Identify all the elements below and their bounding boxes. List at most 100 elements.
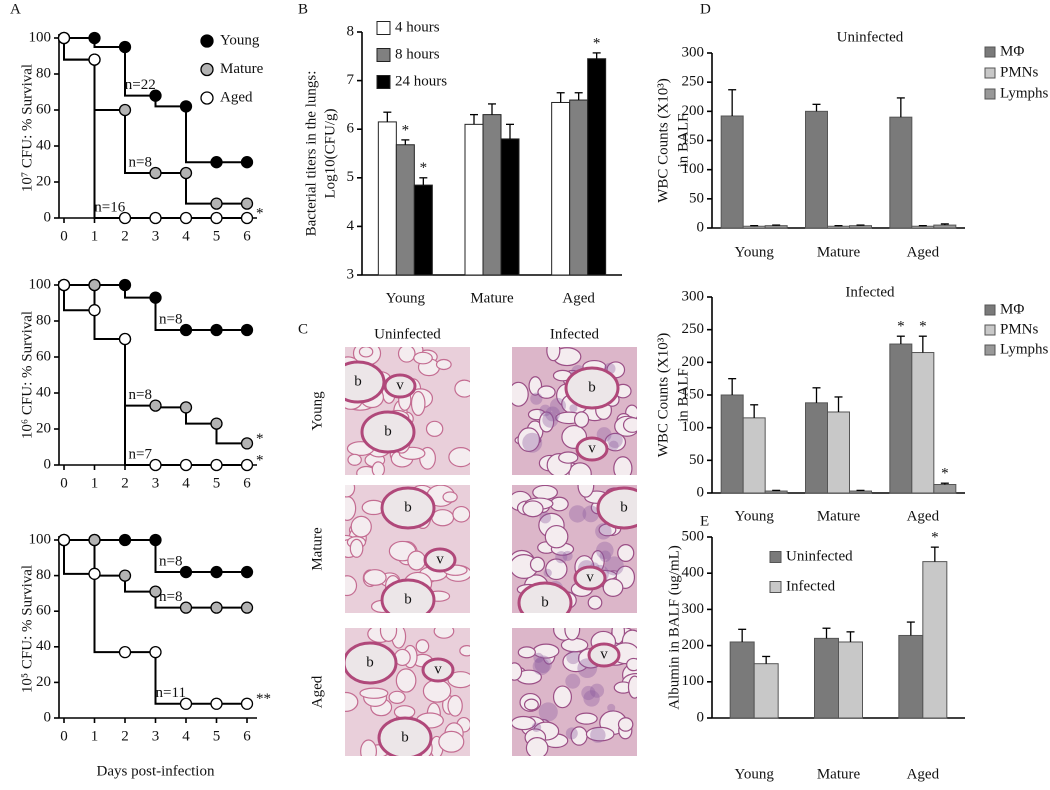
alveolus: [512, 381, 529, 407]
survival-marker: [118, 645, 132, 659]
bar: [898, 634, 924, 719]
bar: [742, 417, 766, 494]
row-heading: Young: [309, 391, 325, 431]
infiltrate: [607, 703, 616, 712]
survival-marker: [240, 156, 254, 169]
survival-marker: [149, 166, 162, 180]
infiltrate: [543, 568, 552, 578]
y-axis-label: 10⁷ CFU: % Survival: [19, 64, 35, 192]
survival-marker: [118, 211, 132, 225]
y-tick-label: 4: [347, 218, 355, 234]
alveolus: [397, 347, 416, 363]
annotation: *: [256, 431, 264, 447]
infiltrate: [562, 550, 573, 562]
annotation: n=8: [129, 387, 152, 403]
bar: [720, 394, 744, 494]
legend-marker: [200, 91, 214, 105]
survival-marker: [179, 697, 193, 710]
alveolus: [617, 717, 634, 732]
y-tick-label: 40: [36, 384, 51, 400]
y-tick-label: 50: [689, 190, 704, 206]
structure-label: v: [436, 551, 444, 567]
structure-label: b: [384, 423, 392, 439]
alveolus: [617, 544, 635, 562]
y-tick-label: 40: [36, 137, 51, 153]
airway: [596, 486, 637, 530]
x-tick-label: Aged: [907, 244, 940, 260]
bar: [377, 121, 397, 276]
legend-swatch: [984, 344, 996, 356]
infiltrate: [539, 511, 552, 524]
vessel: [587, 642, 621, 668]
alveolus: [512, 662, 523, 681]
alveolus: [393, 705, 416, 719]
legend-label: MΦ: [1000, 301, 1024, 317]
survival-marker: [210, 601, 223, 614]
column-heading: Uninfected: [374, 326, 441, 342]
survival-line: [63, 285, 247, 466]
survival-marker: [118, 103, 132, 117]
survival-marker: [179, 323, 193, 337]
survival-marker: [240, 437, 254, 450]
infiltrate: [533, 652, 544, 663]
y-axis-label: Albumin in BALF (ug/mL): [666, 545, 682, 710]
x-tick-label: 2: [121, 728, 129, 744]
legend-label: Young: [220, 32, 260, 48]
alveolus: [425, 420, 444, 437]
vessel: [383, 373, 417, 399]
survival-marker: [210, 697, 223, 710]
bar: [849, 490, 872, 494]
alveolus: [517, 646, 536, 659]
alveolus: [454, 379, 470, 398]
survival-marker: [210, 417, 223, 430]
panel-letter: E: [700, 513, 709, 529]
legend-swatch: [769, 581, 782, 593]
survival-marker: [118, 569, 132, 582]
alveolus: [360, 739, 378, 756]
infiltrate: [569, 404, 578, 413]
legend-label: PMNs: [1000, 321, 1039, 337]
infiltrate: [583, 690, 600, 707]
alveolus: [358, 347, 374, 358]
alveolus: [575, 712, 598, 725]
panel-letter: C: [298, 321, 308, 337]
panel-letter: A: [10, 1, 21, 17]
legend-swatch: [984, 46, 996, 58]
bar: [720, 115, 744, 229]
x-tick-label: Mature: [817, 766, 861, 782]
x-tick-label: Aged: [907, 508, 940, 524]
alveolus: [537, 385, 556, 399]
vessel: [575, 436, 609, 462]
legend-label: Mature: [220, 61, 264, 77]
significance-mark: *: [941, 466, 949, 482]
legend-label: 8 hours: [395, 46, 440, 62]
survival-marker: [118, 332, 132, 346]
legend-swatch: [984, 304, 996, 316]
annotation: *: [256, 452, 264, 468]
alveolus: [359, 687, 389, 699]
alveolus: [544, 524, 569, 549]
survival-marker: [149, 585, 162, 598]
alveolus: [388, 690, 406, 704]
y-tick-label: 80: [36, 65, 51, 81]
bar: [729, 641, 755, 719]
annotation: **: [256, 691, 271, 707]
alveolus: [560, 637, 589, 653]
y-axis-label: Log10(CFU/g): [322, 108, 338, 198]
x-tick-label: 0: [60, 228, 68, 244]
bar: [753, 663, 779, 719]
alveolus: [558, 451, 579, 464]
legend-swatch: [984, 67, 996, 79]
survival-marker: [88, 304, 101, 317]
x-tick-label: Mature: [817, 508, 861, 524]
structure-label: b: [588, 379, 596, 395]
legend-label: 24 hours: [395, 73, 447, 89]
y-axis-label: in BALF: [675, 368, 691, 422]
survival-marker: [149, 211, 162, 225]
x-tick-label: Mature: [470, 290, 514, 306]
bar: [500, 138, 520, 276]
significance-mark: *: [897, 319, 905, 335]
alveolus: [525, 736, 549, 756]
y-tick-label: 300: [682, 288, 705, 304]
y-tick-label: 0: [697, 484, 705, 500]
